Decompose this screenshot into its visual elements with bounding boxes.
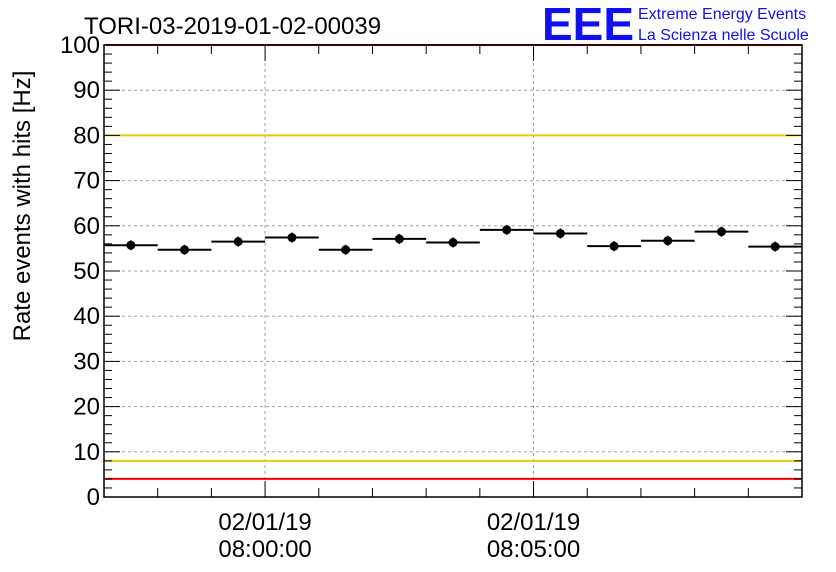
data-point [180, 245, 190, 255]
x-tick-label-date: 02/01/19 [218, 509, 311, 536]
data-point [609, 241, 619, 251]
eee-logo: EEE Extreme Energy Events La Scienza nel… [542, 0, 809, 50]
y-tick-label: 60 [73, 213, 100, 240]
y-axis-label: Rate events with hits [Hz] [9, 71, 36, 342]
data-point [663, 236, 673, 246]
data-point [555, 228, 565, 238]
y-tick-label: 90 [73, 77, 100, 104]
logo-line1: Extreme Energy Events [638, 6, 806, 23]
y-tick-label: 30 [73, 348, 100, 375]
data-point [448, 238, 458, 248]
y-tick-label: 20 [73, 394, 100, 421]
data-point [126, 240, 136, 250]
y-tick-label: 100 [60, 32, 100, 59]
data-point [341, 245, 351, 255]
data-point [233, 237, 243, 247]
data-point [502, 225, 512, 235]
chart-title: TORI-03-2019-01-02-00039 [84, 13, 381, 40]
y-tick-label: 0 [87, 484, 100, 511]
data-point [770, 242, 780, 252]
x-tick-label-time: 08:05:00 [487, 536, 580, 563]
logo-line2: La Scienza nelle Scuole [638, 27, 809, 44]
y-tick-label: 40 [73, 303, 100, 330]
data-point [716, 227, 726, 237]
y-tick-label: 10 [73, 439, 100, 466]
y-tick-label: 50 [73, 258, 100, 285]
data-point [287, 233, 297, 243]
x-tick-label-date: 02/01/19 [487, 509, 580, 536]
logo-eee-text: EEE [542, 0, 634, 50]
y-tick-label: 70 [73, 168, 100, 195]
x-tick-label-time: 08:00:00 [218, 536, 311, 563]
y-tick-label: 80 [73, 122, 100, 149]
data-point [394, 234, 404, 244]
